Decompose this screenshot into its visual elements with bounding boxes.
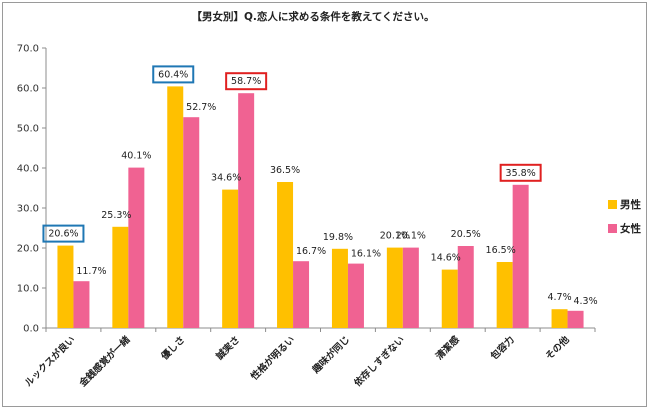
data-label: 25.3%	[101, 210, 131, 221]
bar-male	[331, 248, 348, 328]
y-tick-label: 70.0	[17, 44, 39, 55]
bar-female	[512, 184, 529, 328]
highlight-box	[42, 224, 85, 243]
data-label: 20.1%	[380, 231, 410, 242]
bar-male	[57, 245, 74, 328]
y-tick-label: 60.0	[17, 84, 39, 95]
y-tick-label: 20.0	[17, 244, 39, 255]
y-tick-label: 10.0	[17, 284, 39, 295]
category-label: 金銭感覚が一緒	[76, 333, 133, 390]
y-tick-label: 50.0	[17, 124, 39, 135]
y-tick-label: 40.0	[17, 164, 39, 175]
bar-male	[441, 269, 458, 328]
category-label: その他	[543, 333, 572, 362]
data-label: 20.6%	[48, 229, 78, 240]
bar-male	[386, 247, 403, 328]
data-label: 52.7%	[186, 102, 216, 113]
highlight-box	[499, 163, 542, 182]
highlight-box	[152, 65, 195, 84]
category-label: ルックスが良い	[22, 334, 77, 389]
data-label: 14.6%	[431, 253, 461, 264]
category-label: 趣味が同じ	[309, 334, 352, 377]
data-label: 40.1%	[121, 151, 151, 162]
data-label: 16.1%	[351, 249, 381, 260]
data-label: 36.5%	[270, 165, 300, 176]
bar-male	[112, 226, 129, 328]
bars	[57, 86, 584, 329]
data-label: 58.7%	[231, 76, 261, 87]
bar-male	[277, 182, 294, 328]
bar-male	[551, 309, 568, 328]
legend-swatch	[608, 200, 617, 209]
data-labels: 20.6% 11.7% 25.3% 40.1% 60.4% 52.7% 34.6% 58.7%…	[42, 65, 598, 307]
data-label: 16.7%	[296, 246, 326, 257]
category-label: 依存しすぎない	[352, 334, 407, 389]
bar-male	[167, 86, 184, 329]
category-labels: ルックスが良い 金銭感覚が一緒 優しさ 誠実さ 性格が明るい 趣味が同じ 依存しすぎない 清潔…	[22, 333, 572, 390]
data-label: 60.4%	[158, 69, 188, 80]
category-label: 優しさ	[158, 334, 187, 363]
bar-female	[73, 281, 90, 328]
category-label: 包容力	[487, 334, 516, 363]
data-label: 34.6%	[211, 173, 241, 184]
data-label: 11.7%	[76, 266, 106, 277]
category-label: 清潔感	[433, 333, 462, 362]
bar-female	[293, 261, 310, 328]
data-label: 35.8%	[506, 168, 536, 179]
bar-female	[238, 93, 255, 328]
legend-label: 女性	[620, 222, 641, 235]
data-label: 4.3%	[573, 296, 597, 307]
bar-female	[457, 246, 474, 328]
y-tick-label: 30.0	[17, 204, 39, 215]
legend-swatch	[608, 224, 617, 233]
bar-female	[347, 263, 364, 328]
chart-title: 【男女別】Q.恋人に求める条件を教えてください。	[191, 10, 434, 23]
category-label: 性格が明るい	[248, 334, 297, 383]
legend-label: 男性	[620, 198, 641, 211]
bar-male	[496, 262, 513, 328]
bar-male	[222, 189, 239, 328]
bar-chart: 【男女別】Q.恋人に求める条件を教えてください。 0.0 10.0 20.0 30.0…	[17, 10, 642, 390]
category-label: 誠実さ	[214, 334, 243, 363]
data-label: 20.5%	[451, 229, 481, 240]
highlight-box	[225, 72, 268, 91]
y-tick-label: 0.0	[23, 324, 39, 335]
data-label: 20.1%	[396, 231, 426, 242]
bar-female	[402, 247, 419, 328]
bar-female	[128, 167, 145, 328]
data-label: 4.7%	[547, 292, 571, 303]
data-label: 16.5%	[486, 245, 516, 256]
bar-female	[567, 310, 584, 328]
bar-female	[183, 117, 200, 328]
data-label: 19.8%	[323, 232, 353, 243]
